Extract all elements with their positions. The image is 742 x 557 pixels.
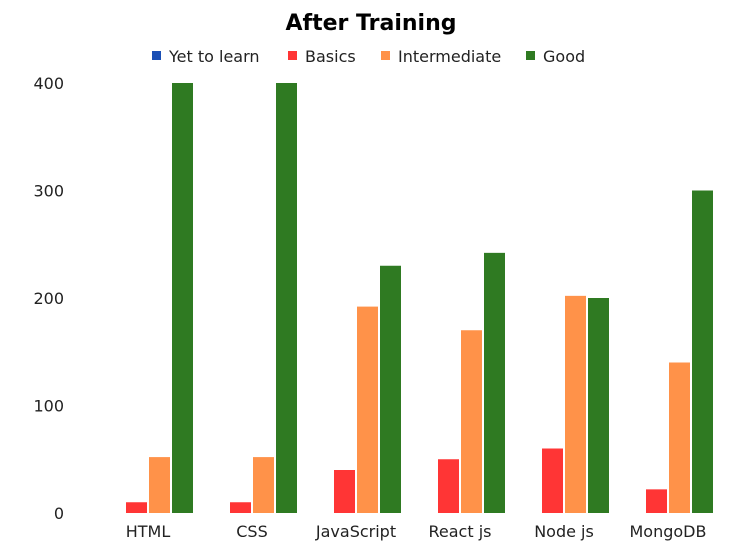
legend-swatch-yet-to-learn xyxy=(152,51,161,60)
bar-html-basics xyxy=(126,502,147,513)
y-tick-label: 100 xyxy=(33,397,64,416)
bar-css-basics xyxy=(230,502,251,513)
x-axis: HTML CSS JavaScript React js Node js MongoDB xyxy=(126,522,707,541)
bar-node-js-intermediate xyxy=(565,295,586,513)
bar-mongodb-intermediate xyxy=(669,362,690,513)
bar-node-js-good xyxy=(588,298,609,513)
y-tick-label: 300 xyxy=(33,182,64,201)
x-tick-label-react-js: React js xyxy=(429,522,492,541)
bar-css-good xyxy=(276,83,297,513)
chart-title: After Training xyxy=(286,11,457,36)
bar-javascript-good xyxy=(380,265,401,513)
y-tick-label: 400 xyxy=(33,74,64,93)
legend-label-basics: Basics xyxy=(305,47,356,66)
legend-label-good: Good xyxy=(543,47,585,66)
bar-html-intermediate xyxy=(149,457,170,513)
bars xyxy=(126,83,713,513)
bar-mongodb-basics xyxy=(646,489,667,513)
bar-react-js-good xyxy=(484,252,505,513)
bar-javascript-basics xyxy=(334,470,355,513)
bar-react-js-basics xyxy=(438,459,459,513)
legend-swatch-good xyxy=(526,51,535,60)
y-tick-label: 0 xyxy=(54,504,64,523)
bar-css-intermediate xyxy=(253,457,274,513)
legend-label-yet-to-learn: Yet to learn xyxy=(168,47,260,66)
legend: Yet to learn Basics Intermediate Good xyxy=(152,47,585,66)
bar-html-good xyxy=(172,83,193,513)
legend-label-intermediate: Intermediate xyxy=(398,47,501,66)
y-axis: 0 100 200 300 400 xyxy=(33,74,64,523)
bar-react-js-intermediate xyxy=(461,330,482,513)
x-tick-label-javascript: JavaScript xyxy=(315,522,396,541)
y-tick-label: 200 xyxy=(33,289,64,308)
x-tick-label-css: CSS xyxy=(236,522,267,541)
legend-swatch-intermediate xyxy=(381,51,390,60)
bar-mongodb-good xyxy=(692,190,713,513)
x-tick-label-html: HTML xyxy=(126,522,171,541)
x-tick-label-node-js: Node js xyxy=(534,522,594,541)
legend-swatch-basics xyxy=(288,51,297,60)
bar-node-js-basics xyxy=(542,448,563,513)
bar-javascript-intermediate xyxy=(357,306,378,513)
x-tick-label-mongodb: MongoDB xyxy=(630,522,707,541)
